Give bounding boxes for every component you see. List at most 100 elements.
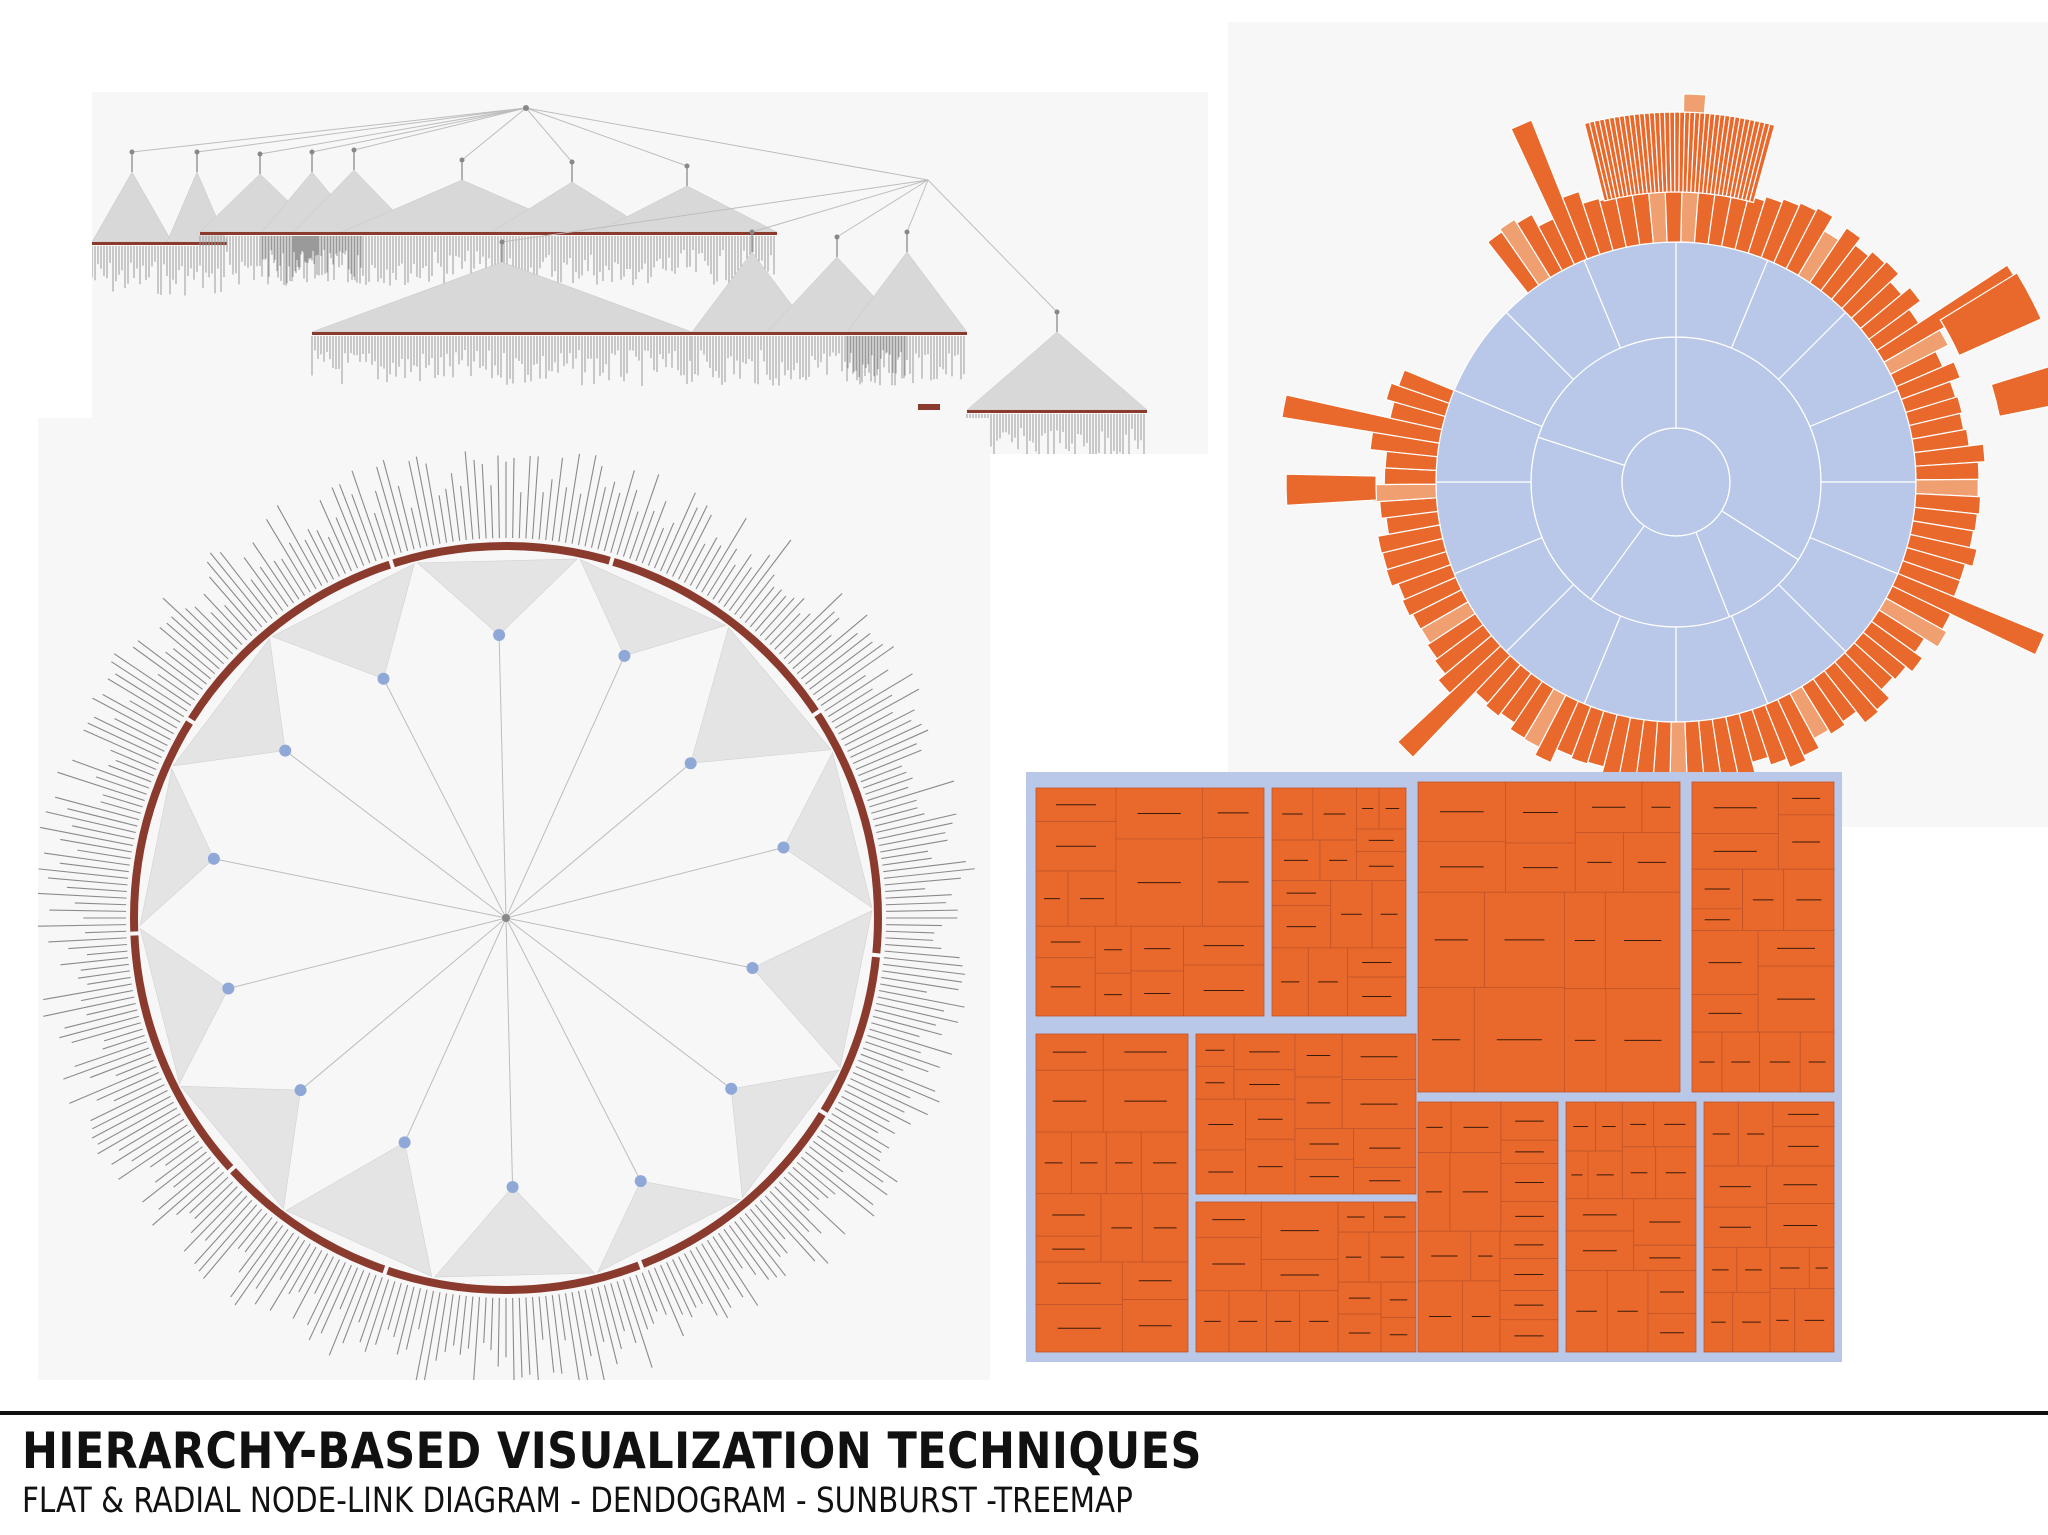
leaf-label-mark — [118, 1113, 181, 1151]
tree-link — [505, 917, 732, 1090]
leaf-label-mark — [77, 970, 130, 979]
flat-node-link-diagram — [92, 92, 1208, 454]
tree-link — [505, 917, 642, 1182]
leaf-label-mark — [85, 930, 127, 934]
leaf-label-mark — [80, 989, 134, 1002]
leaf-label-mark — [841, 711, 894, 741]
leaf-label-mark — [450, 473, 461, 541]
leaf-bar — [967, 410, 1147, 413]
leaf-label-mark — [490, 1297, 494, 1351]
leaf-label-mark — [783, 1176, 846, 1235]
leaf-label-mark — [551, 457, 564, 541]
sunburst-svg — [1281, 93, 2048, 827]
leaf-label-mark — [328, 1270, 365, 1356]
leaf-bar — [342, 232, 582, 235]
leaf-label-mark — [706, 1239, 744, 1298]
leaf-label-mark — [40, 826, 134, 847]
sunburst-segment — [1883, 329, 1950, 376]
leaf-label-mark — [872, 807, 918, 821]
leaf-label-mark — [876, 813, 957, 834]
leaf-label-mark — [831, 1113, 890, 1149]
leaf-label-mark — [55, 796, 140, 821]
leaf-label-mark — [68, 943, 127, 950]
leaf-label-mark — [113, 1078, 162, 1102]
leaf-label-mark — [744, 586, 775, 624]
caption-subtitle: FLAT & RADIAL NODE-LINK DIAGRAM - DENDOG… — [22, 1481, 1133, 1521]
leaf-label-mark — [72, 825, 135, 840]
tree-node — [634, 1175, 647, 1188]
leaf-label-mark — [666, 1262, 693, 1318]
leaf-label-mark — [769, 1190, 810, 1233]
tree-node — [684, 757, 697, 770]
treemap-cell — [1353, 1167, 1417, 1195]
leaf-label-mark — [824, 669, 889, 712]
leaf-fan — [690, 626, 832, 764]
leaf-bar — [918, 404, 940, 410]
leaf-label-mark — [252, 542, 294, 604]
leaf-label-mark — [375, 1281, 396, 1345]
leaf-label-mark — [203, 593, 248, 641]
tree-node — [618, 649, 631, 662]
leaf-label-mark — [551, 1295, 563, 1374]
leaf-label-mark — [237, 1212, 268, 1250]
sunburst-segment — [1823, 661, 1880, 724]
leaf-label-mark — [590, 487, 607, 548]
leaf-label-mark — [464, 451, 474, 540]
sunburst-segment — [1891, 572, 2046, 656]
leaf-label-mark — [885, 888, 926, 893]
ring-gap — [636, 1258, 645, 1272]
leaf-label-mark — [452, 1295, 461, 1346]
leaf-label-mark — [647, 1270, 667, 1315]
sunburst-diagram — [1228, 22, 2048, 827]
leaf-label-mark — [319, 499, 352, 572]
leaf-label-mark — [304, 539, 329, 583]
leaf-label-mark — [792, 1166, 829, 1199]
leaf-label-mark — [93, 716, 165, 752]
leaf-label-mark — [95, 776, 147, 795]
leaf-label-mark — [683, 543, 706, 583]
leaf-label-mark — [759, 1200, 816, 1262]
sunburst-segment — [1510, 119, 1588, 266]
radial-node-link-diagram — [38, 418, 990, 1380]
leaf-label-mark — [102, 693, 174, 735]
tree-link — [505, 655, 625, 919]
leaf-label-mark — [490, 485, 494, 539]
tree-node — [351, 147, 357, 153]
leaf-label-mark — [157, 673, 196, 701]
leaf-label-mark — [885, 924, 942, 927]
leaf-label-mark — [827, 688, 873, 718]
leaf-label-mark — [610, 1283, 625, 1332]
tree-link — [906, 179, 929, 233]
leaf-label-mark — [67, 808, 138, 827]
leaf-label-mark — [880, 983, 927, 993]
leaf-label-mark — [545, 1295, 555, 1373]
leaf-label-mark — [678, 514, 712, 580]
leaf-label-mark — [224, 605, 253, 636]
leaf-label-mark — [467, 1296, 474, 1349]
leaf-label-mark — [43, 996, 135, 1017]
leaf-label-mark — [219, 551, 273, 619]
leaf-label-mark — [603, 1284, 623, 1350]
leaf-label-mark — [185, 608, 234, 655]
sunburst-segment — [1800, 678, 1847, 736]
leaf-fan — [285, 1141, 433, 1277]
leaf-label-mark — [92, 697, 171, 741]
leaf-label-mark — [339, 484, 371, 564]
leaf-label-mark — [100, 801, 141, 814]
leaf-label-mark — [103, 1028, 143, 1042]
leaf-label-mark — [881, 850, 929, 860]
sunburst-segment — [1433, 623, 1493, 675]
leaf-label-mark — [610, 470, 635, 553]
leaf-label-mark — [871, 799, 917, 814]
leaf-label-mark — [701, 517, 747, 593]
leaf-label-mark — [512, 457, 515, 539]
leaf-label-mark — [885, 894, 952, 899]
leaf-label-mark — [855, 743, 917, 771]
tree-link — [927, 179, 1058, 313]
leaf-label-mark — [38, 868, 129, 879]
leaf-label-mark — [695, 545, 722, 590]
leaf-label-mark — [885, 909, 958, 912]
ring-gap — [810, 708, 823, 719]
leaf-label-mark — [162, 597, 229, 660]
leaf-label-mark — [115, 673, 185, 718]
